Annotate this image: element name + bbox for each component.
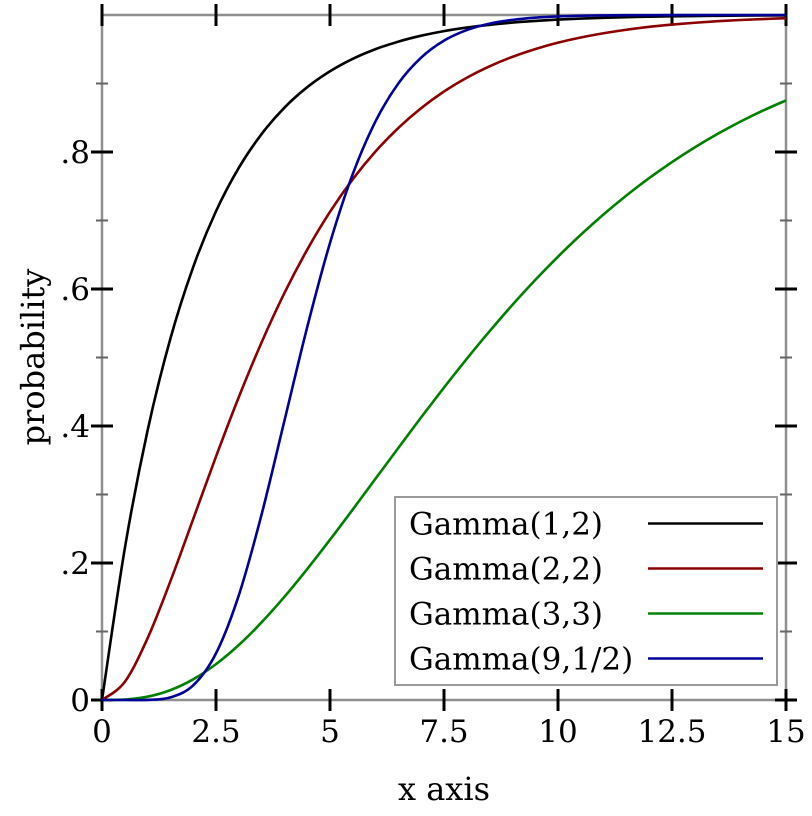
legend-item: Gamma(9,1/2)	[409, 642, 763, 678]
legend-item: Gamma(2,2)	[409, 552, 763, 588]
legend: Gamma(1,2) Gamma(2,2) Gamma(3,3) Gamma(9,1/…	[394, 496, 778, 686]
x-tick-label: 2.5	[191, 714, 240, 750]
cdf-curves	[100, 13, 787, 702]
x-tick-label: 0	[92, 714, 112, 750]
x-tick-label: 15	[766, 714, 805, 750]
legend-item: Gamma(1,2)	[409, 507, 763, 543]
legend-label: Gamma(2,2)	[409, 552, 603, 588]
x-tick-label: 7.5	[419, 714, 468, 750]
y-axis-title: probability	[14, 269, 52, 446]
y-tick-label: .8	[60, 135, 90, 171]
y-tick-label: .4	[60, 409, 90, 445]
x-tick-label: 10	[538, 714, 577, 750]
y-tick-label: .6	[60, 272, 90, 308]
x-axis-title: x axis	[398, 770, 490, 808]
curve-gamma-9-1-2	[101, 13, 786, 702]
y-tick-label: .2	[60, 546, 90, 582]
y-tick-label: 0	[70, 683, 90, 719]
x-tick-label: 5	[320, 714, 340, 750]
legend-label: Gamma(1,2)	[409, 507, 603, 543]
x-tick-label: 12.5	[637, 714, 706, 750]
legend-label: Gamma(9,1/2)	[409, 642, 633, 678]
legend-box	[394, 496, 778, 686]
curve-gamma-2-2	[101, 16, 787, 702]
curve-gamma-3-3	[101, 99, 787, 702]
legend-item: Gamma(3,3)	[409, 597, 763, 633]
legend-label: Gamma(3,3)	[409, 597, 603, 633]
tick-labels: 0 2.5 5 7.5 10 12.5 15 0 .2 .4 .6 .8	[60, 135, 805, 750]
